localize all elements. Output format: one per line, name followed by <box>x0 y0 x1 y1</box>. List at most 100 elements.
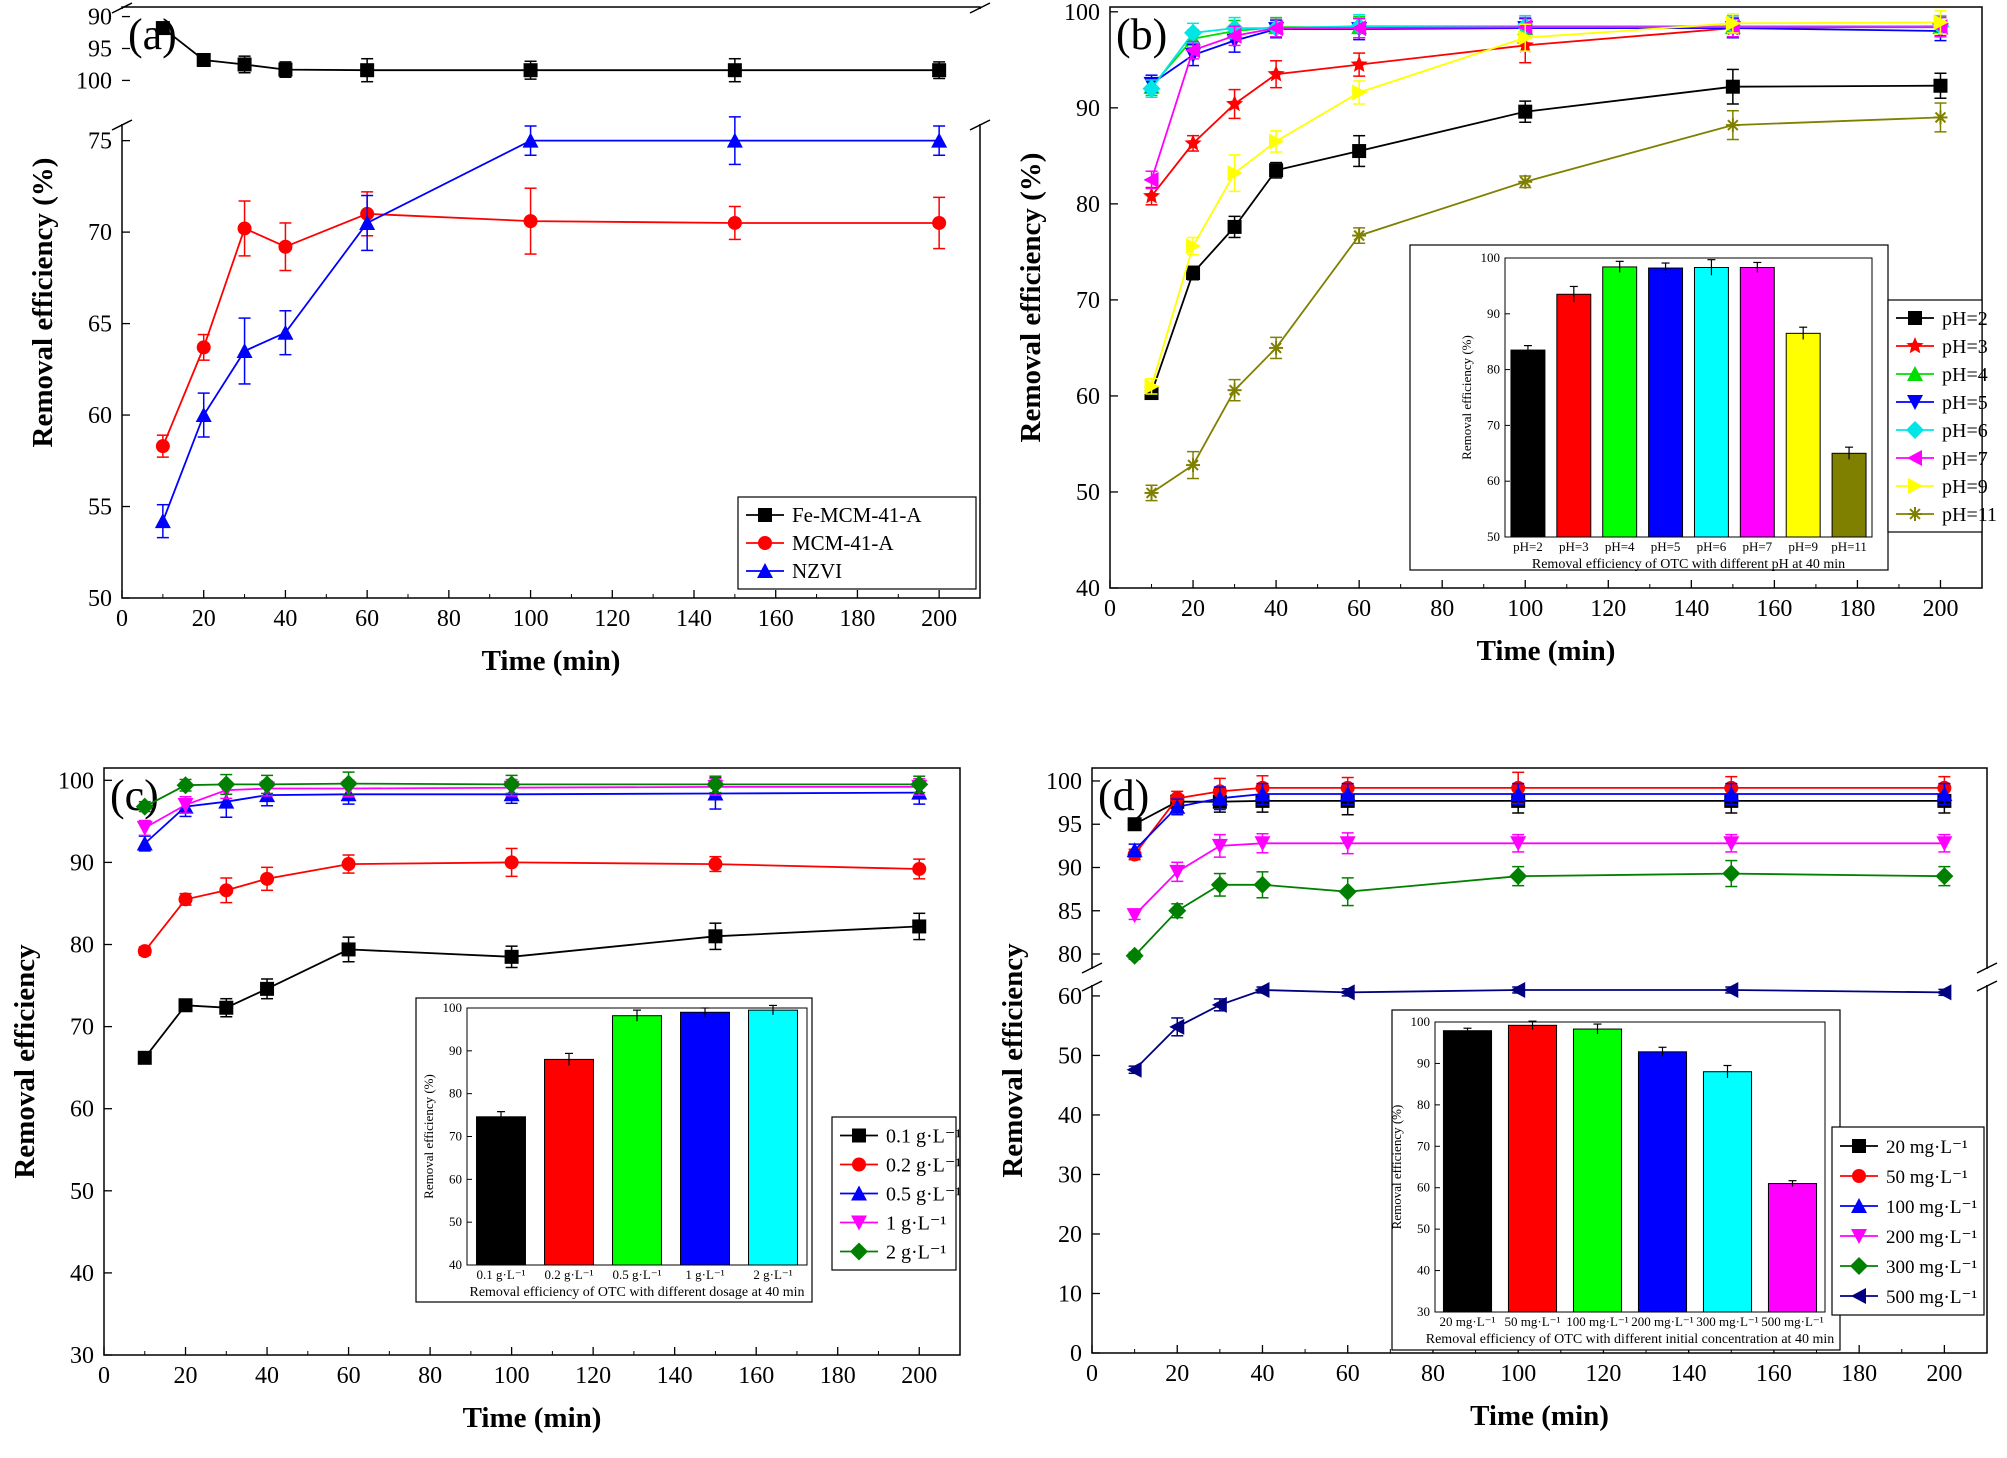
data-point <box>360 63 375 78</box>
data-point <box>1933 14 1949 31</box>
inset-bar <box>1556 293 1592 538</box>
y-tick-label: 90 <box>88 5 112 31</box>
series-line <box>1133 842 1945 916</box>
legend-marker <box>1851 1229 1867 1244</box>
data-point <box>1227 219 1242 234</box>
data-point <box>136 835 153 851</box>
panel-d: 0 20 40 60 80 100 120 140 160 180 200 0 10 20 30 40 50 60… <box>997 767 1998 1432</box>
data-point <box>1184 23 1203 42</box>
y-tick-label: 95 <box>1058 812 1082 838</box>
legend-entry: 0.2 g·L⁻¹ <box>840 1155 961 1177</box>
inset-bar <box>1739 266 1775 538</box>
plot-frame <box>1109 6 1983 589</box>
data-point <box>1168 901 1187 920</box>
x-tick-label: 20 <box>192 606 216 632</box>
legend: 0.1 g·L⁻¹ 0.2 g·L⁻¹ 0.5 g·L⁻¹ 1 g·L⁻¹ 2 g·L⁻… <box>831 1116 961 1271</box>
inset-y-tick-label: 70 <box>1487 417 1500 432</box>
data-point <box>910 775 929 794</box>
data-point <box>1186 458 1201 473</box>
series-2 <box>1126 782 1953 858</box>
inset-y-tick-label: 100 <box>1411 1014 1431 1029</box>
x-tick-label: 200 <box>1926 1361 1962 1387</box>
data-point <box>1350 55 1368 72</box>
inset-y-tick-label: 60 <box>449 1171 462 1186</box>
axis-break-mark <box>1081 962 1103 974</box>
series-1 <box>155 187 947 458</box>
inset-y-tick-label: 80 <box>1417 1097 1430 1112</box>
legend-entry: pH=2 <box>1896 308 1988 330</box>
y-tick-label: 60 <box>70 1097 94 1123</box>
data-point <box>154 513 171 529</box>
x-tick-label: 80 <box>418 1363 442 1389</box>
legend: 20 mg·L⁻¹ 50 mg·L⁻¹ 100 mg·L⁻¹ 200 mg·L⁻¹ 30… <box>1831 1126 1985 1316</box>
legend-marker <box>757 563 773 578</box>
x-tick-label: 160 <box>1756 596 1792 622</box>
legend-label: Fe-MCM-41-A <box>792 503 922 527</box>
data-point <box>1127 817 1142 832</box>
data-point <box>260 871 275 886</box>
inset-x-label: 20 mg·L⁻¹ <box>1440 1314 1496 1329</box>
inset-bar <box>1510 349 1546 538</box>
inset-y-axis-title: Removal efficiency (%) <box>1389 1105 1404 1230</box>
x-axis-title: Time (min) <box>1477 635 1616 667</box>
inset-x-label: pH=3 <box>1559 539 1589 554</box>
inset-bar <box>544 1058 594 1266</box>
inset-y-tick-label: 90 <box>449 1043 462 1058</box>
series-line <box>1134 800 1945 825</box>
legend-marker <box>852 1128 866 1143</box>
inset-x-label: 50 mg·L⁻¹ <box>1505 1314 1561 1329</box>
x-tick-label: 120 <box>1585 1361 1621 1387</box>
y-tick-label: 60 <box>1058 984 1082 1010</box>
legend-entry: 500 mg·L⁻¹ <box>1840 1287 1977 1308</box>
inset-y-tick-label: 70 <box>449 1129 462 1144</box>
y-tick-label: 90 <box>70 850 94 876</box>
data-point <box>523 63 538 78</box>
inset-title: Removal efficiency of OTC with different… <box>1532 557 1845 572</box>
data-point <box>1226 27 1242 44</box>
legend-marker <box>1907 450 1922 466</box>
series-line <box>144 786 920 829</box>
inset-title: Removal efficiency of OTC with different… <box>1426 1332 1834 1347</box>
y-tick-label: 55 <box>88 495 112 521</box>
axis-break-gap <box>1086 969 1098 985</box>
data-point <box>1509 867 1528 886</box>
y-tick-label: 70 <box>70 1015 94 1041</box>
data-point <box>278 239 293 254</box>
inset-y-tick-label: 30 <box>1417 1304 1430 1319</box>
data-point <box>1725 118 1740 133</box>
data-point <box>1936 785 1953 801</box>
x-tick-label: 80 <box>1421 1361 1445 1387</box>
data-point <box>931 132 948 148</box>
inset-y-tick-label: 80 <box>449 1086 462 1101</box>
legend-label: pH=9 <box>1942 476 1988 498</box>
x-tick-label: 180 <box>820 1363 856 1389</box>
y-tick-label: 40 <box>70 1261 94 1287</box>
data-point <box>727 63 742 78</box>
x-tick-label: 100 <box>1500 1361 1536 1387</box>
asterisk-stroke <box>1145 487 1158 499</box>
data-point <box>1143 171 1159 188</box>
legend-entry: 20 mg·L⁻¹ <box>1840 1137 1968 1158</box>
legend-label: pH=4 <box>1942 364 1988 386</box>
inset-bar <box>1572 1028 1623 1313</box>
asterisk-stroke <box>1270 342 1282 354</box>
x-tick-label: 120 <box>575 1363 611 1389</box>
inset-bar <box>1602 266 1638 538</box>
data-point <box>523 214 538 229</box>
data-point <box>1725 15 1741 32</box>
series-line <box>1150 25 1941 197</box>
y-axis-title: Removal efficiency <box>9 944 41 1179</box>
x-tick-label: 180 <box>1839 596 1875 622</box>
inset-y-tick-label: 90 <box>1417 1055 1430 1070</box>
legend-label: pH=2 <box>1942 308 1988 330</box>
series-4 <box>1125 859 1954 965</box>
legend-label: 100 mg·L⁻¹ <box>1886 1197 1977 1218</box>
data-point <box>912 919 927 934</box>
y-tick-label: 95 <box>88 37 112 63</box>
legend-marker <box>851 1215 867 1231</box>
x-tick-label: 20 <box>1165 1361 1189 1387</box>
legend-marker <box>1908 507 1922 521</box>
plot-frame <box>121 6 981 599</box>
legend-label: 0.5 g·L⁻¹ <box>886 1184 961 1206</box>
x-tick-label: 160 <box>738 1363 774 1389</box>
